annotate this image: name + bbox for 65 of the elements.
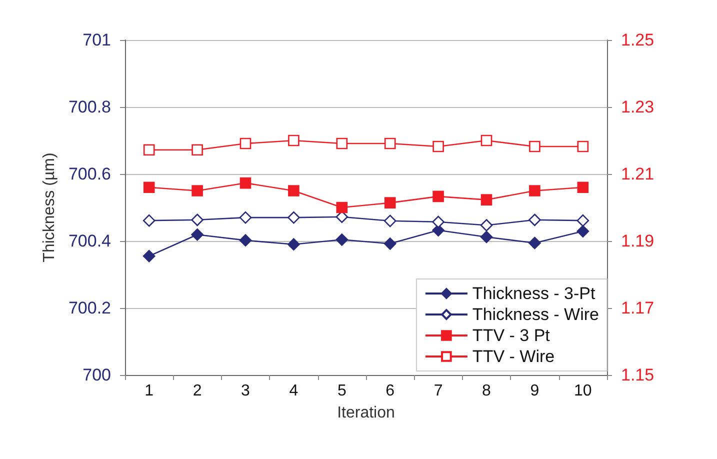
x-tick-label: 1: [144, 382, 154, 400]
y2-tick-label: 1.21: [621, 164, 654, 184]
y-axis-title: Thickness (µm): [41, 152, 58, 262]
y2-tick-label: 1.25: [621, 30, 654, 50]
point: [576, 214, 590, 227]
legend-label: Thickness - 3-Pt: [472, 284, 596, 303]
point: [288, 185, 300, 196]
y-tick-label: 701: [82, 30, 111, 50]
y2-tick-label: 1.15: [621, 366, 654, 384]
y2-tick-label: 1.17: [621, 298, 654, 318]
y-tick-label: 700.6: [68, 164, 111, 184]
x-tick-label: 8: [482, 382, 492, 400]
point: [142, 214, 156, 227]
x-tick-label: 4: [289, 382, 298, 400]
point: [384, 197, 396, 208]
x-tick-label: 7: [434, 382, 443, 400]
x-tick-label: 5: [337, 382, 346, 400]
point: [528, 214, 541, 226]
point: [576, 225, 590, 238]
point: [240, 138, 252, 150]
point: [384, 238, 396, 250]
point: [384, 214, 396, 228]
point: [288, 211, 300, 224]
point: [480, 194, 492, 206]
point: [288, 238, 300, 250]
legend-label: TTV - Wire: [472, 347, 555, 366]
point: [529, 140, 540, 152]
y2-tick-label: 1.19: [621, 232, 654, 250]
point: [191, 228, 204, 241]
y-tick-label: 700.8: [68, 98, 111, 116]
legend-label: TTV - 3 Pt: [472, 326, 550, 345]
x-axis-title: Iteration: [337, 404, 395, 422]
point: [336, 202, 348, 214]
point: [191, 214, 204, 226]
point: [577, 140, 589, 152]
x-tick-label: 2: [192, 382, 202, 400]
y-tick-label: 700.2: [68, 298, 111, 318]
point: [528, 236, 541, 250]
legend-label: Thickness - Wire: [472, 305, 600, 324]
x-tick-label: 9: [530, 382, 540, 400]
point: [336, 234, 348, 246]
point: [288, 134, 300, 146]
point: [480, 134, 492, 146]
point: [143, 182, 155, 194]
point: [239, 211, 252, 224]
point: [142, 250, 156, 262]
x-tick-label: 3: [241, 382, 250, 400]
point: [529, 185, 540, 196]
y-tick-label: 700: [82, 366, 111, 384]
x-tick-label: 10: [574, 382, 592, 400]
point: [480, 219, 493, 232]
x-tick-label: 6: [386, 382, 395, 400]
y2-tick-label: 1.23: [621, 98, 654, 116]
point: [192, 185, 203, 196]
point: [240, 177, 252, 189]
point: [192, 144, 203, 156]
point: [239, 234, 252, 246]
point: [480, 230, 493, 244]
point: [577, 182, 589, 194]
y-tick-label: 700.4: [68, 232, 111, 250]
point: [432, 140, 444, 152]
point: [432, 190, 444, 202]
point: [336, 138, 348, 150]
point: [384, 138, 396, 150]
point: [143, 144, 155, 156]
